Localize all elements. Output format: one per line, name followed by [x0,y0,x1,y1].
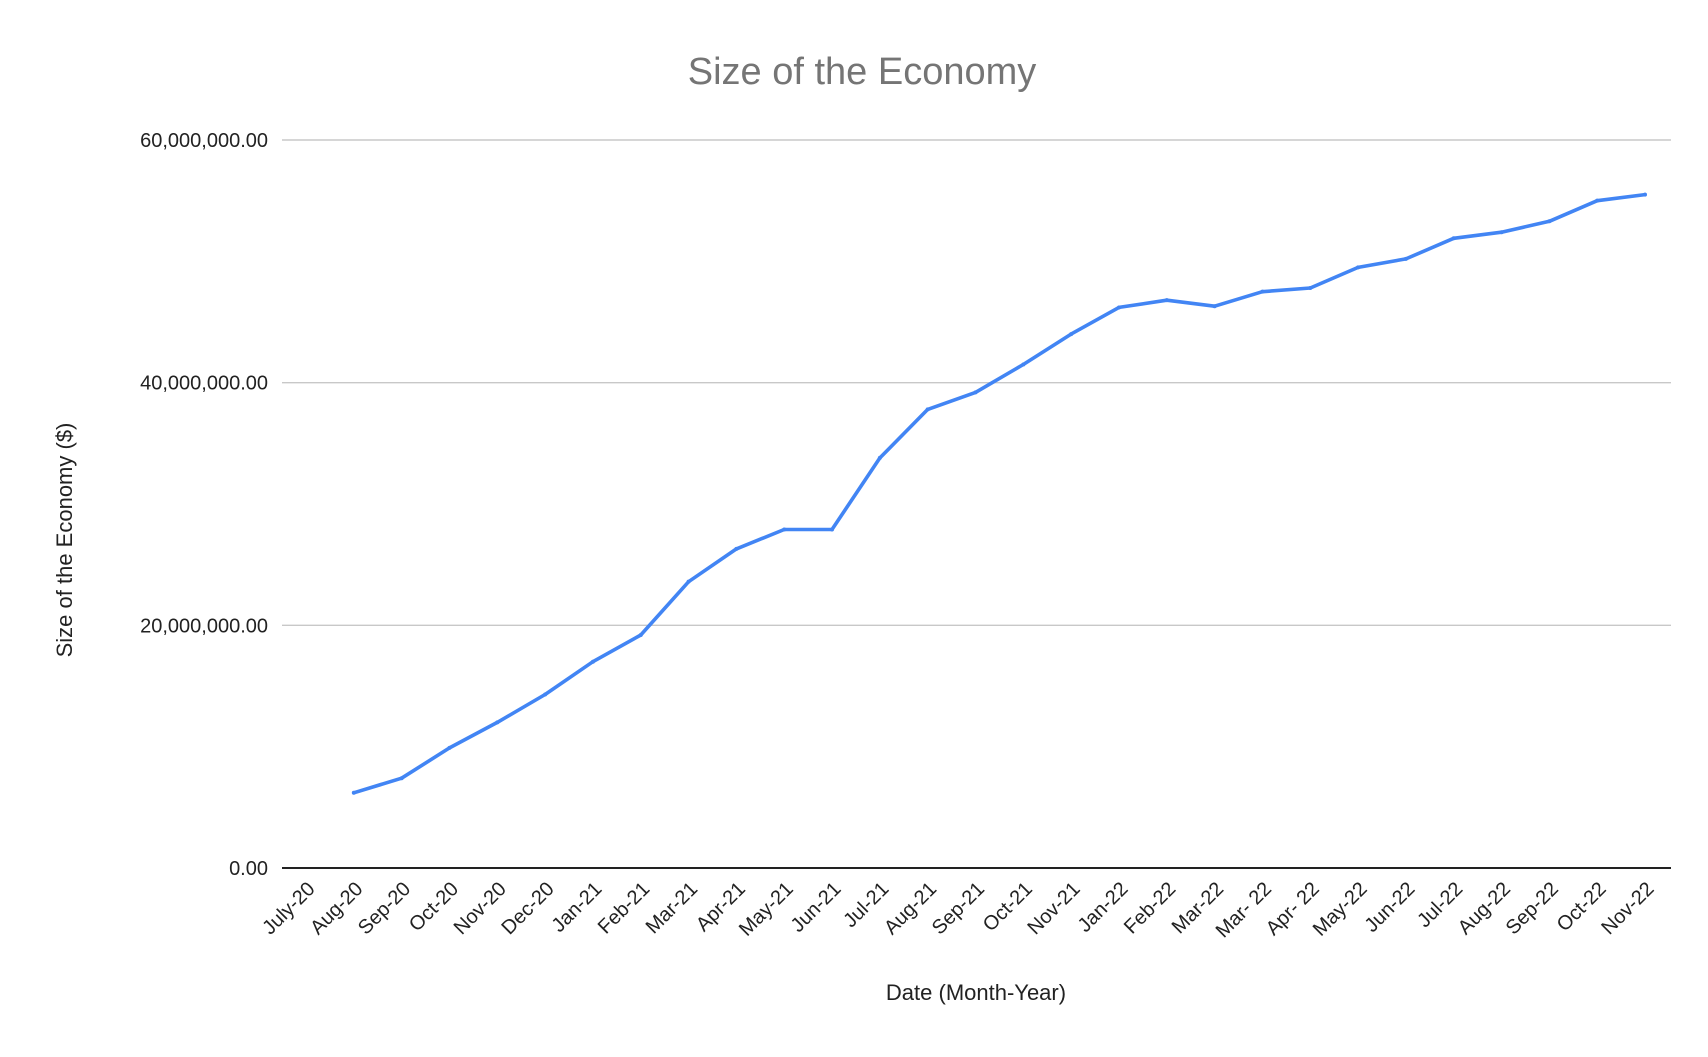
x-tick-label: Jan-22 [1074,878,1133,937]
x-axis-title: Date (Month-Year) [886,980,1066,1005]
data-point [1451,236,1456,241]
x-tick-label: July-20 [258,878,319,939]
data-point [447,745,452,750]
data-point [734,546,739,551]
data-point [590,659,595,664]
data-point [543,692,548,697]
x-tick-label: Nov-21 [1024,878,1085,939]
data-point [686,579,691,584]
x-tick-label: Feb-22 [1120,878,1180,938]
data-point [638,633,643,638]
data-point [1595,198,1600,203]
data-point [877,455,882,460]
x-axis-ticks: July-20Aug-20Sep-20Oct-20Nov-20Dec-20Jan… [258,878,1658,942]
x-tick-label: Jun-21 [787,878,846,937]
x-tick-label: Sep-21 [928,878,989,939]
data-point [1308,286,1313,291]
x-tick-label: May-22 [1309,878,1372,941]
y-tick-label: 20,000,000.00 [140,615,268,637]
x-tick-label: Feb-21 [594,878,654,938]
y-tick-label: 40,000,000.00 [140,373,268,395]
x-tick-label: Aug-22 [1454,878,1515,939]
y-tick-label: 0.00 [229,858,268,880]
data-point [1021,362,1026,367]
x-tick-label: Jun-22 [1361,878,1420,937]
series-lines [351,192,1647,795]
data-point [1260,289,1265,294]
y-tick-label: 60,000,000.00 [140,130,268,152]
data-point [1547,219,1552,224]
data-point [1116,305,1121,310]
data-point [1356,265,1361,270]
x-tick-label: Mar-21 [642,878,702,938]
x-tick-label: Aug-21 [880,878,941,939]
chart-title: Size of the Economy [688,51,1037,93]
data-point [1164,298,1169,303]
data-point [925,407,930,412]
data-point [351,790,356,795]
x-tick-label: Dec-20 [497,878,558,939]
data-point [1403,256,1408,261]
data-point [1212,304,1217,309]
y-axis-title: Size of the Economy ($) [52,423,77,658]
x-tick-label: Aug-20 [306,878,367,939]
x-tick-label: Sep-20 [354,878,415,939]
x-tick-label: May-21 [735,878,798,941]
data-point [782,527,787,532]
y-axis-ticks: 0.00 20,000,000.00 40,000,000.00 60,000,000… [140,130,268,880]
data-point [399,776,404,781]
data-point [830,527,835,532]
x-tick-label: Nov-22 [1597,878,1658,939]
series-line [351,192,1647,795]
data-point [495,720,500,725]
data-point [1499,230,1504,235]
x-tick-label: Sep-22 [1502,878,1563,939]
data-point [973,390,978,395]
x-tick-label: Jan-21 [548,878,607,937]
x-tick-label: Nov-20 [450,878,511,939]
data-point [1069,332,1074,337]
gridlines [282,139,1671,869]
data-point [1643,192,1647,197]
